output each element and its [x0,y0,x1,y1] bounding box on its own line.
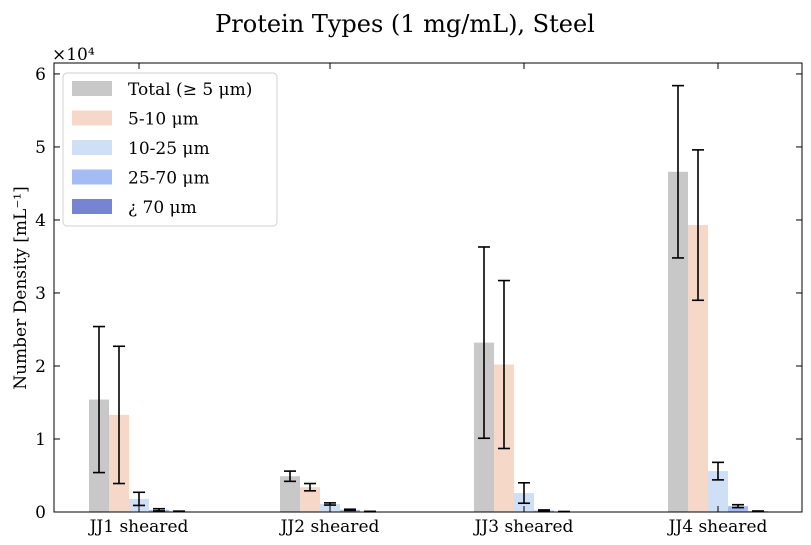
x-tick-label: JJ2 sheared [279,517,380,537]
error-bar [284,470,296,483]
legend-swatch [72,110,112,126]
legend-label: ¿ 70 μm [128,198,197,218]
plot-frame [53,62,803,513]
legend-swatch [72,140,112,155]
y-tick-label: 1 [35,430,46,450]
error-bar [153,507,165,512]
y-ticks: 0 1 2 3 4 5 6 [35,65,802,523]
chart-title: Protein Types (1 mg/mL), Steel [215,10,595,38]
legend-swatch [72,169,112,185]
y-tick-label: 4 [35,211,46,231]
error-bar [304,482,316,492]
error-bar [344,508,356,512]
bar [300,487,320,512]
y-tick-label: 3 [35,284,46,304]
x-tick-label: JJ3 sheared [473,517,574,537]
error-bar [518,481,530,505]
bar [668,171,688,513]
error-bar [498,279,510,450]
y-tick-label: 5 [35,138,46,158]
error-bar [478,246,490,440]
legend: Total (≥ 5 μm) 5-10 μm 10-25 μm 25-70 μm ¿ 7… [62,72,278,227]
y-tick-label: 6 [35,65,46,85]
error-bar [538,509,550,512]
y-multiplier-label: ×10⁴ [52,45,95,65]
bar [708,471,728,512]
legend-label: 10-25 μm [128,139,210,159]
error-bar [752,510,764,513]
error-bar [324,502,336,506]
legend-swatch [72,199,112,214]
error-bar [672,84,684,259]
error-bar [133,491,145,507]
x-ticks: JJ1 sheared JJ2 sheared JJ3 sheared JJ4 she… [88,63,768,537]
y-axis-label: Number Density [mL⁻¹] [11,186,31,390]
legend-swatch [72,81,112,96]
y-tick-label: 0 [35,503,46,523]
legend-box [62,72,278,227]
error-bar [732,503,744,509]
legend-label: Total (≥ 5 μm) [128,80,252,100]
bar [280,476,300,512]
error-bar [113,345,125,485]
error-bar [93,325,105,474]
x-tick-label: JJ1 sheared [88,517,189,537]
y-tick-label: 2 [35,357,46,377]
error-bar [712,461,724,481]
bar [688,225,708,512]
x-tick-label: JJ4 sheared [667,517,768,537]
error-bar [692,149,704,302]
legend-label: 5-10 μm [128,110,199,130]
legend-label: 25-70 μm [128,169,210,189]
bar [728,506,748,512]
